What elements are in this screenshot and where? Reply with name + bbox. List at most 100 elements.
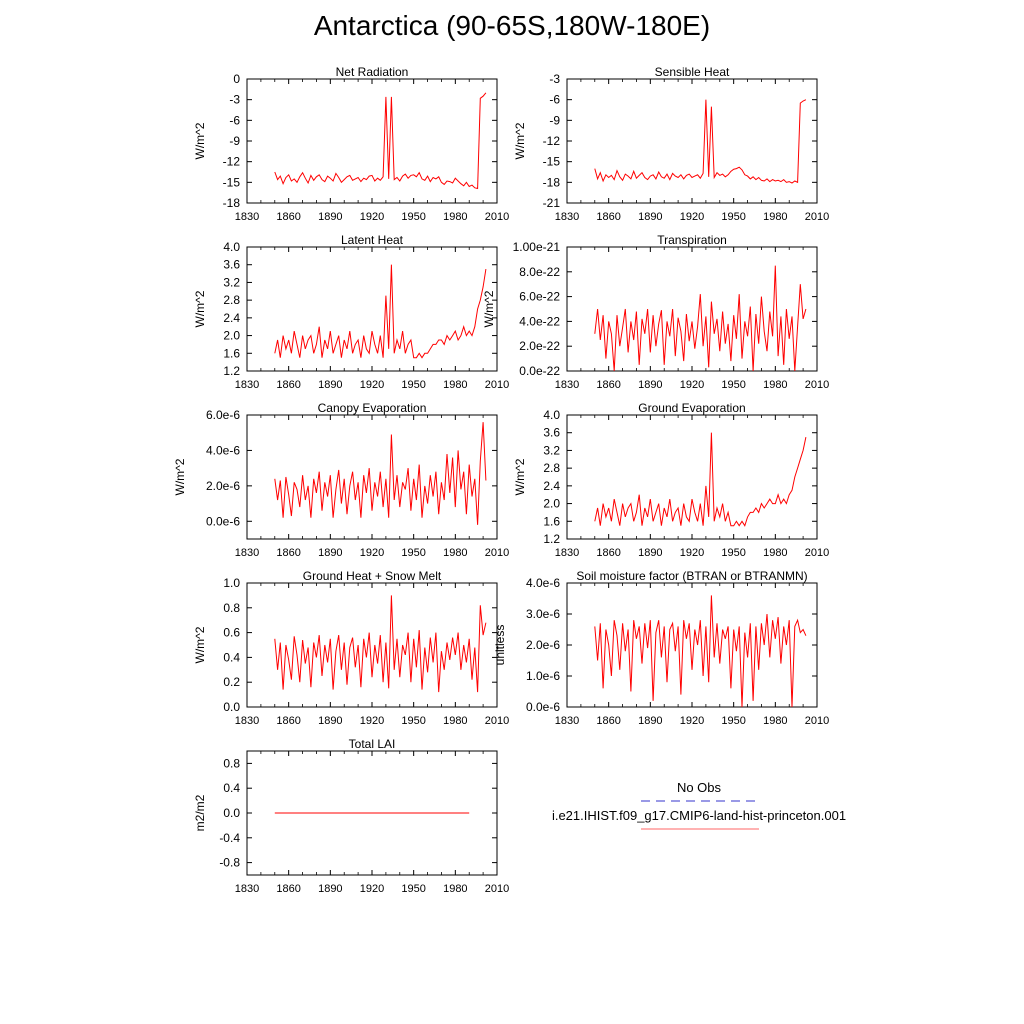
y-tick-label: 3.6	[543, 426, 560, 440]
y-axis-label: W/m^2	[513, 122, 527, 159]
y-tick-label: 2.0e-6	[206, 479, 240, 493]
x-tick-label: 1830	[555, 211, 579, 223]
x-tick-label: 1920	[360, 379, 384, 391]
y-tick-label: 4.0e-22	[519, 314, 560, 328]
y-axis-label: W/m^2	[482, 290, 496, 327]
y-axis-label: W/m^2	[193, 290, 207, 327]
y-tick-label: 0.4	[223, 781, 240, 795]
x-tick-label: 1980	[443, 211, 467, 223]
y-axis-label: unitless	[493, 625, 507, 666]
plot-frame-5	[566, 414, 818, 540]
y-tick-label: -6	[549, 93, 560, 107]
x-tick-label: 1920	[680, 715, 704, 727]
y-tick-label: 3.6	[223, 258, 240, 272]
series-line	[594, 595, 807, 708]
y-tick-label: -15	[543, 155, 561, 169]
x-tick-label: 1980	[763, 379, 787, 391]
x-tick-label: 1860	[596, 547, 620, 559]
series-line	[274, 264, 487, 359]
x-tick-label: 2010	[485, 715, 509, 727]
y-axis-label: W/m^2	[193, 122, 207, 159]
x-tick-label: 1950	[401, 379, 425, 391]
y-tick-label: 1.2	[543, 532, 560, 546]
y-tick-label: 2.8	[543, 461, 560, 475]
y-tick-label: 3.2	[543, 443, 560, 457]
y-tick-label: 1.0	[223, 576, 240, 590]
x-tick-label: 1860	[276, 211, 300, 223]
x-tick-label: 1860	[596, 715, 620, 727]
series-line	[594, 99, 807, 184]
x-tick-label: 1890	[638, 379, 662, 391]
y-tick-label: 0.0	[223, 700, 240, 714]
x-tick-label: 1890	[638, 715, 662, 727]
y-tick-label: 4.0e-6	[206, 443, 240, 457]
y-tick-label: 2.4	[543, 479, 560, 493]
y-tick-label: 8.0e-22	[519, 265, 560, 279]
y-tick-label: 1.6	[223, 346, 240, 360]
x-tick-label: 1980	[763, 547, 787, 559]
y-tick-label: 2.0e-6	[526, 638, 560, 652]
y-tick-label: 0.4	[223, 650, 240, 664]
panel-title: Transpiration	[657, 233, 727, 247]
x-tick-label: 1950	[401, 547, 425, 559]
series-line	[274, 422, 487, 525]
panel-title: Net Radiation	[336, 65, 409, 79]
plot-frame-4	[246, 414, 498, 540]
x-tick-label: 1980	[443, 547, 467, 559]
panel-title: Canopy Evaporation	[318, 401, 427, 415]
y-tick-label: 0.0e-22	[519, 364, 560, 378]
x-tick-label: 1950	[401, 883, 425, 895]
x-tick-label: 1980	[763, 211, 787, 223]
y-tick-label: 1.0e-6	[526, 669, 560, 683]
x-tick-label: 2010	[485, 379, 509, 391]
x-tick-label: 1890	[318, 379, 342, 391]
series-line	[274, 92, 487, 190]
x-tick-label: 1830	[555, 379, 579, 391]
x-tick-label: 1830	[235, 379, 259, 391]
x-tick-label: 1920	[680, 379, 704, 391]
y-tick-label: -9	[229, 134, 240, 148]
y-tick-label: -18	[223, 196, 241, 210]
y-axis-label: m2/m2	[193, 794, 207, 831]
panel-title: Ground Heat + Snow Melt	[303, 569, 442, 583]
x-tick-label: 1980	[443, 715, 467, 727]
y-tick-label: 4.0	[223, 240, 240, 254]
series-line	[594, 432, 807, 527]
x-tick-label: 1830	[235, 547, 259, 559]
page-title: Antarctica (90-65S,180W-180E)	[313, 10, 711, 41]
x-tick-label: 1950	[401, 211, 425, 223]
legend-model-label: i.e21.IHIST.f09_g17.CMIP6-land-hist-prin…	[552, 808, 846, 823]
y-tick-label: -9	[549, 113, 560, 127]
y-axis-label: W/m^2	[513, 458, 527, 495]
x-tick-label: 1920	[360, 211, 384, 223]
y-tick-label: 0.0e-6	[526, 700, 560, 714]
plot-frame-2	[246, 246, 498, 372]
x-tick-label: 1830	[235, 715, 259, 727]
x-tick-label: 1860	[276, 379, 300, 391]
y-axis-label: W/m^2	[193, 626, 207, 663]
x-tick-label: 2010	[485, 883, 509, 895]
x-tick-label: 1860	[276, 715, 300, 727]
x-tick-label: 1950	[721, 379, 745, 391]
plot-frame-3	[566, 246, 818, 372]
x-tick-label: 1860	[596, 379, 620, 391]
y-tick-label: -18	[543, 175, 561, 189]
x-tick-label: 2010	[805, 379, 829, 391]
x-tick-label: 1830	[555, 547, 579, 559]
x-tick-label: 1860	[276, 547, 300, 559]
y-tick-label: 0	[233, 72, 240, 86]
y-tick-label: 4.0	[543, 408, 560, 422]
x-tick-label: 1890	[318, 547, 342, 559]
y-tick-label: -21	[543, 196, 561, 210]
x-tick-label: 1950	[401, 715, 425, 727]
x-tick-label: 1950	[721, 715, 745, 727]
y-tick-label: 4.0e-6	[526, 576, 560, 590]
y-tick-label: 2.0e-22	[519, 339, 560, 353]
x-tick-label: 1830	[235, 211, 259, 223]
y-tick-label: -0.8	[219, 856, 240, 870]
y-tick-label: 2.0	[543, 497, 560, 511]
x-tick-label: 1920	[680, 211, 704, 223]
x-tick-label: 1980	[443, 379, 467, 391]
y-tick-label: 2.0	[223, 329, 240, 343]
